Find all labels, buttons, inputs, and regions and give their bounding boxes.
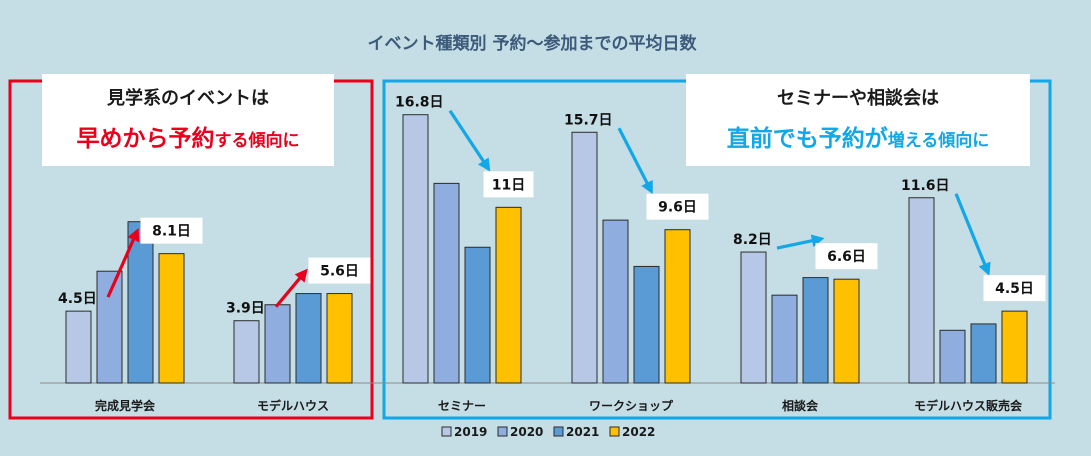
legend-label-2019: 2019	[454, 425, 487, 439]
category-label-4: 相談会	[782, 398, 819, 413]
bar-2019-1	[233, 320, 260, 384]
bar-2021-2	[464, 246, 491, 384]
bar-2022-1	[326, 293, 353, 384]
value-label-7: 9.6日	[658, 200, 697, 216]
left-annotation-suffix: する傾向に	[214, 131, 300, 151]
bar-2019-0	[65, 310, 92, 384]
bar-2022-4	[833, 278, 860, 384]
bar-2021-3	[633, 265, 660, 384]
trend-arrow-0	[106, 227, 140, 298]
value-label-9: 6.6日	[827, 249, 866, 265]
bar-2019-3	[571, 131, 598, 384]
value-label-2: 3.9日	[226, 301, 265, 317]
legend-label-2022: 2022	[622, 425, 655, 439]
category-label-3: ワークショップ	[589, 398, 674, 413]
bar-2020-1	[264, 304, 291, 384]
trend-arrow-2	[448, 109, 491, 172]
value-label-3: 5.6日	[320, 264, 359, 280]
value-label-box-7	[646, 193, 709, 220]
category-label-0: 完成見学会	[95, 398, 156, 413]
trend-arrow-3	[617, 127, 653, 195]
value-label-11: 4.5日	[995, 281, 1034, 297]
legend-label-2021: 2021	[566, 425, 599, 439]
value-label-0: 4.5日	[58, 291, 97, 307]
category-label-1: モデルハウス	[257, 398, 329, 413]
value-label-5: 11日	[492, 177, 525, 193]
value-label-box-5	[483, 171, 534, 198]
labels-layer: 4.5日 8.1日 3.9日 5.6日 16.8日 11日 15.7日 9.6日 8.2日 6.6…	[58, 95, 1046, 317]
left-annotation-line1: 見学系のイベントは	[107, 88, 269, 109]
right-annotation-emphasis: 直前でも予約	[726, 126, 865, 152]
bar-2021-5	[970, 323, 997, 384]
category-labels: 完成見学会 モデルハウス セミナー ワークショップ 相談会 モデルハウス販売会	[95, 398, 1023, 413]
category-label-5: モデルハウス販売会	[914, 398, 1023, 413]
chart-title: イベント種類別 予約～参加までの平均日数	[368, 33, 698, 54]
bar-2020-2	[433, 182, 460, 384]
value-label-8: 8.2日	[733, 232, 772, 248]
right-annotation-particle: が	[864, 126, 888, 152]
trend-arrow-1	[274, 268, 308, 308]
bar-2021-0	[127, 221, 154, 384]
bar-2022-3	[664, 229, 691, 384]
bar-2019-4	[740, 251, 767, 384]
right-annotation: セミナーや相談会は 直前でも予約が増える傾向に	[686, 74, 1030, 166]
value-label-6: 15.7日	[564, 112, 613, 128]
bar-2020-0	[96, 270, 123, 384]
bar-2020-3	[602, 219, 629, 384]
bar-2021-4	[802, 277, 829, 384]
bar-2020-5	[939, 329, 966, 384]
legend-label-2020: 2020	[510, 425, 543, 439]
value-label-box-3	[308, 257, 371, 284]
arrows-layer	[106, 109, 991, 308]
right-annotation-line1: セミナーや相談会は	[777, 88, 939, 109]
category-label-2: セミナー	[438, 399, 486, 413]
value-label-box-1	[140, 217, 203, 244]
left-annotation: 見学系のイベントは 早めから予約する傾向に	[42, 74, 334, 166]
value-label-4: 16.8日	[395, 95, 444, 111]
legend: 2019 2020 2021 2022	[441, 425, 655, 439]
value-label-10: 11.6日	[901, 178, 950, 194]
trend-arrow-4	[776, 234, 825, 250]
bars-layer	[65, 114, 1028, 384]
bar-2019-5	[908, 197, 935, 384]
bar-2019-2	[402, 114, 429, 384]
legend-swatch-2021	[553, 426, 564, 437]
bar-2021-1	[295, 293, 322, 384]
value-label-1: 8.1日	[152, 224, 191, 240]
right-annotation-suffix: 増える傾向に	[887, 131, 990, 151]
value-label-box-11	[983, 275, 1046, 302]
bar-2022-0	[158, 253, 185, 384]
value-label-box-9	[815, 243, 878, 270]
bar-2020-4	[771, 294, 798, 384]
legend-swatch-2022	[609, 426, 620, 437]
bar-2022-5	[1001, 310, 1028, 384]
left-annotation-emphasis: 早めから予約	[76, 126, 215, 152]
legend-swatch-2019	[441, 426, 452, 437]
legend-swatch-2020	[497, 426, 508, 437]
bar-2022-2	[495, 206, 522, 384]
trend-arrow-5	[954, 193, 991, 276]
